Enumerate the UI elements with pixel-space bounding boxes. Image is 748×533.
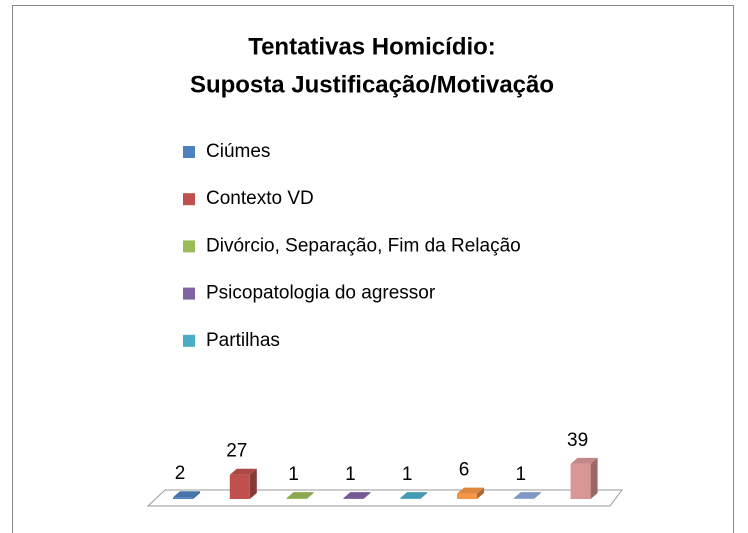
bar-side [420,492,428,499]
data-label: 1 [402,464,413,485]
bar-side [590,457,598,499]
bar [286,498,307,499]
chart-title: Tentativas Homicídio: [248,33,496,60]
bar-top [457,487,484,494]
data-label: 27 [226,441,247,462]
bar [457,493,477,499]
legend-label: Contexto VD [206,188,314,209]
data-label: 1 [288,464,299,485]
bar-top [400,492,428,499]
bar-side [363,492,371,499]
legend-label: Divórcio, Separação, Fim da Relação [206,235,521,256]
bar-side [249,468,257,499]
legend-label: Psicopatologia do agressor [206,283,436,304]
legend-swatch [183,240,195,253]
legend-swatch [183,146,195,158]
bar [513,498,534,499]
bar-side [193,491,200,499]
data-label: 2 [175,463,186,484]
bar-top [343,492,371,499]
bar [400,498,421,499]
data-label: 6 [459,460,470,481]
legend-label: Partilhas [206,330,280,351]
data-label: 1 [345,464,356,485]
bar-top [229,468,257,475]
bar-top [513,492,541,499]
bar-side [306,492,314,499]
bar-top [570,457,598,464]
legend-swatch [183,334,195,347]
bar-side [533,492,541,499]
legend-label: Ciúmes [206,141,270,162]
bar [570,463,591,499]
floor [146,489,623,507]
bar-top [286,492,314,499]
chart-title: Suposta Justificação/Motivação [190,71,554,98]
bar [229,474,250,499]
data-label: 1 [516,464,527,485]
bar [343,498,364,499]
legend-swatch [183,287,195,300]
legend-swatch [183,193,195,206]
bar-top [173,491,200,498]
bar-side [477,487,484,499]
chart-frame [12,5,734,533]
bar [173,497,193,499]
data-label: 39 [567,430,588,451]
